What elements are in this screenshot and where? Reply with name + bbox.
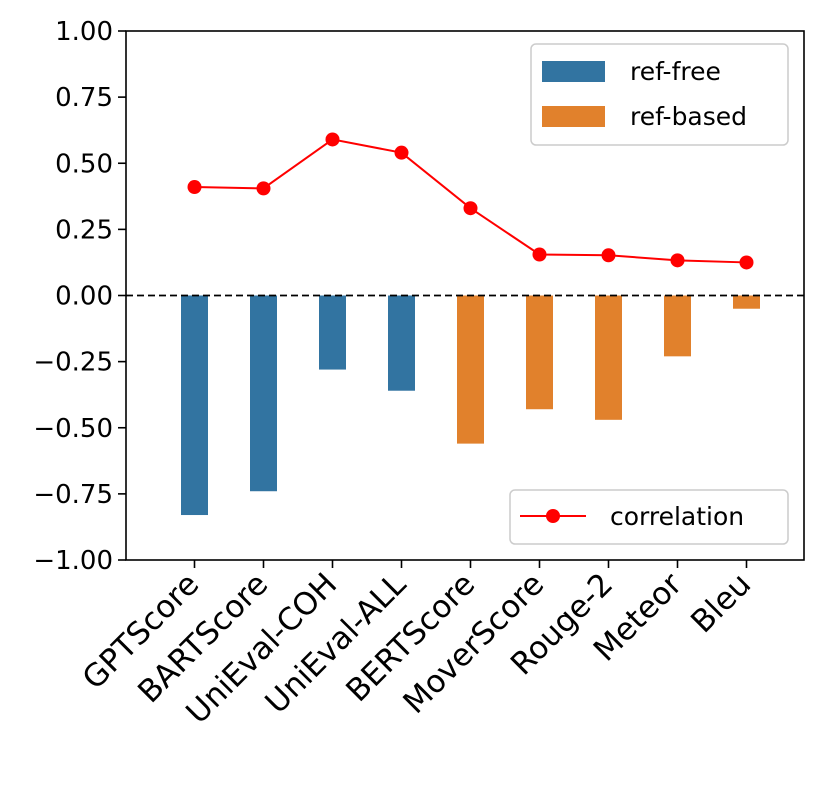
bar-meteor [664,295,691,357]
legend-line-frame [509,489,789,545]
correlation-point-bleu [739,255,754,270]
legend-line-marker [546,509,560,523]
bars-layer [181,295,760,516]
legend-line: correlation [509,489,789,545]
bar-rouge-2 [595,295,622,420]
bar-gptscore [181,295,208,516]
legend-bars: ref-free ref-based [530,43,789,146]
correlation-point-moverscore [532,247,547,262]
bar-bleu [733,295,760,309]
legend-swatch-ref-based [542,106,605,127]
correlation-point-bertscore [463,201,478,216]
y-tick-label: −0.50 [33,414,113,444]
bar-bertscore [457,295,484,444]
bar-unieval-coh [319,295,346,370]
bar-unieval-all [388,295,415,391]
y-tick-label: 1.00 [55,17,113,47]
correlation-point-bartscore [256,181,271,196]
correlation-point-unieval-all [394,145,409,160]
correlation-point-rouge-2 [601,248,616,263]
y-tick-label: 0.75 [55,83,113,113]
legend-label-ref-free: ref-free [630,57,721,86]
y-tick-label: −0.25 [33,348,113,378]
legend-label-correlation: correlation [610,502,744,531]
bar-bartscore [250,295,277,492]
correlation-point-unieval-coh [325,132,340,147]
y-tick-label: 0.25 [55,215,113,245]
legend-swatch-ref-free [542,61,605,82]
x-tick-label-bleu: Bleu [684,566,758,640]
y-tick-label: −0.75 [33,480,113,510]
correlation-point-gptscore [187,180,202,195]
correlation-line-layer [187,132,754,270]
legend-label-ref-based: ref-based [630,102,747,131]
y-tick-label: 0.50 [55,149,113,179]
bar-moverscore [526,295,553,410]
y-axis: 1.00 0.75 0.50 0.25 0.00 −0.25 −0.50 −0.75 −1.00 [33,17,126,576]
x-axis: GPTScoreBARTScoreUniEval-COHUniEval-ALLB… [76,560,758,731]
y-tick-label: 0.00 [55,282,113,312]
correlation-point-meteor [670,253,685,268]
y-tick-label: −1.00 [33,546,113,576]
correlation-line [194,138,747,264]
